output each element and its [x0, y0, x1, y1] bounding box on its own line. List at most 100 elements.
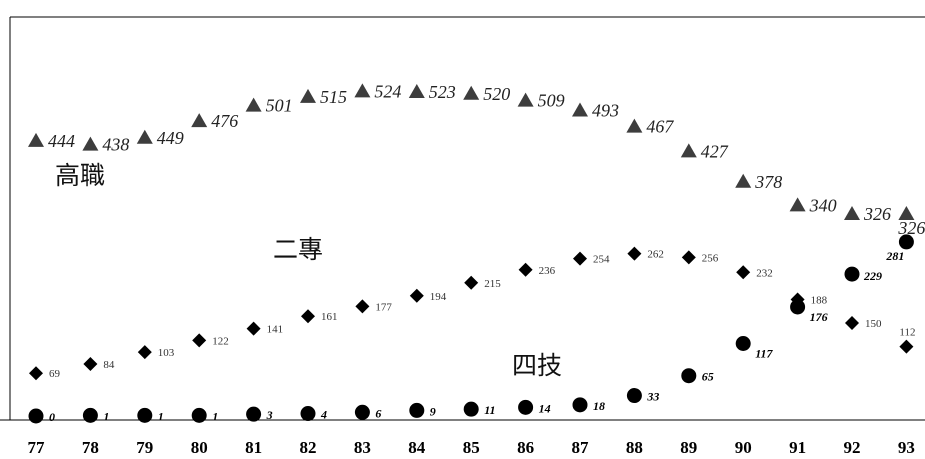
circle-marker	[354, 404, 370, 420]
data-label: 0	[49, 410, 55, 424]
data-label: 6	[375, 406, 381, 420]
triangle-marker	[844, 206, 860, 221]
triangle-marker	[28, 132, 44, 147]
triangle-marker	[517, 92, 534, 107]
circle-marker	[463, 401, 479, 417]
diamond-marker	[29, 366, 43, 381]
data-label: 215	[484, 278, 501, 290]
data-label: 1	[158, 409, 164, 423]
circle-marker	[572, 397, 588, 413]
data-label: 326	[863, 204, 891, 224]
circle-marker	[790, 299, 806, 315]
data-label: 176	[810, 310, 828, 324]
data-label: 177	[375, 301, 392, 313]
triangle-marker	[789, 197, 806, 212]
data-label: 84	[103, 359, 115, 371]
data-label: 515	[320, 87, 347, 107]
x-tick-label: 78	[82, 438, 99, 457]
data-label: 18	[593, 399, 605, 413]
data-label: 256	[702, 252, 719, 264]
data-label: 150	[865, 318, 882, 330]
circle-marker	[191, 407, 207, 423]
circle-marker	[300, 406, 316, 422]
diamond-marker	[627, 246, 642, 261]
circle-marker	[681, 368, 697, 384]
triangle-marker	[898, 206, 915, 221]
circle-marker	[844, 266, 860, 282]
data-label: 449	[157, 128, 184, 148]
data-label: 117	[755, 347, 773, 361]
x-tick-label: 80	[191, 438, 208, 457]
diamond-marker	[409, 288, 424, 303]
circle-marker	[137, 407, 153, 423]
diamond-marker	[83, 356, 98, 371]
diamond-marker	[845, 316, 859, 331]
x-tick-label: 79	[136, 438, 153, 457]
data-label: 524	[374, 81, 401, 101]
x-tick-label: 88	[626, 438, 643, 457]
series-name-label: 高職	[55, 161, 105, 190]
diamond-marker	[464, 275, 479, 290]
circle-marker	[626, 388, 642, 404]
x-tick-label: 86	[517, 438, 534, 457]
circle-marker	[82, 407, 98, 423]
data-label: 122	[212, 335, 229, 347]
triangle-marker	[572, 102, 588, 117]
triangle-marker	[626, 118, 643, 133]
x-tick-label: 90	[735, 438, 752, 457]
x-tick-label: 82	[300, 438, 317, 457]
data-label: 326	[897, 218, 925, 238]
diamond-marker	[681, 250, 696, 265]
data-label: 262	[647, 249, 664, 261]
x-tick-label: 81	[245, 438, 262, 457]
x-tick-label: 91	[789, 438, 806, 457]
data-label: 11	[484, 403, 495, 417]
chart-marks	[28, 83, 915, 424]
triangle-marker	[245, 97, 262, 112]
x-tick-label: 92	[844, 438, 861, 457]
circle-marker	[409, 402, 425, 418]
data-label: 112	[899, 327, 915, 339]
data-label: 340	[809, 195, 837, 215]
data-label: 194	[430, 291, 447, 303]
data-label: 103	[158, 347, 175, 359]
x-tick-label: 93	[898, 438, 915, 457]
triangle-marker	[680, 143, 697, 158]
series-name-label: 四技	[512, 351, 562, 380]
data-label: 438	[102, 135, 129, 155]
data-label: 4	[320, 408, 327, 422]
data-label: 1	[212, 409, 218, 423]
data-label: 65	[702, 370, 714, 384]
diamond-marker	[736, 265, 751, 280]
diamond-marker	[246, 321, 261, 336]
data-label: 229	[863, 269, 882, 283]
x-tick-label: 83	[354, 438, 371, 457]
x-tick-label: 87	[572, 438, 590, 457]
data-label: 378	[754, 172, 782, 192]
circle-marker	[28, 408, 44, 424]
data-label: 1	[103, 409, 109, 423]
x-tick-label: 85	[463, 438, 480, 457]
x-tick-label: 77	[28, 438, 46, 457]
data-label: 3	[266, 408, 273, 422]
data-label: 444	[48, 131, 75, 151]
data-label: 281	[885, 249, 904, 263]
diamond-marker	[137, 345, 152, 360]
circle-marker	[735, 336, 751, 352]
data-label: 232	[756, 267, 773, 279]
diamond-marker	[355, 299, 370, 314]
data-label: 254	[593, 254, 610, 266]
diamond-marker	[192, 333, 207, 348]
data-label: 14	[539, 401, 551, 415]
circle-marker	[898, 234, 914, 250]
x-tick-label: 84	[408, 438, 426, 457]
triangle-marker	[735, 173, 752, 188]
triangle-marker	[191, 113, 208, 128]
data-label: 9	[430, 404, 436, 418]
data-label: 476	[211, 111, 238, 131]
triangle-marker	[136, 129, 153, 144]
triangle-marker	[408, 83, 425, 98]
